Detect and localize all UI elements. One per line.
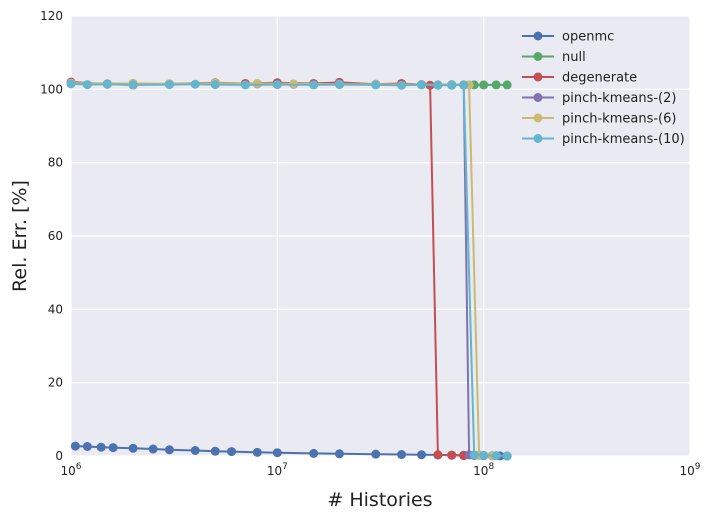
data-point	[397, 80, 407, 90]
x-tick-label: 106	[60, 462, 81, 478]
y-tick-label: 80	[48, 156, 63, 170]
data-point	[190, 446, 200, 455]
data-point	[417, 450, 427, 460]
data-point	[227, 447, 237, 457]
data-point	[334, 80, 344, 90]
y-tick-label: 60	[48, 229, 63, 243]
data-point	[148, 444, 158, 454]
series-5	[66, 79, 512, 461]
data-point	[371, 80, 381, 90]
legend-entry: pinch-kmeans-(10)	[522, 132, 685, 147]
legend-label: null	[562, 50, 586, 65]
data-point	[252, 447, 262, 457]
data-point	[447, 450, 457, 460]
data-point	[272, 80, 282, 90]
legend-swatch-marker	[533, 113, 543, 123]
data-point	[479, 450, 489, 460]
data-point	[371, 449, 381, 459]
legend: openmc null degenerate pinch-kmeans-(2) pinc…	[522, 30, 685, 147]
data-point	[66, 79, 76, 89]
series-layer	[66, 77, 512, 461]
legend-swatch-marker	[533, 134, 543, 143]
legend-entry: pinch-kmeans-(2)	[522, 91, 676, 106]
data-point	[164, 445, 174, 455]
data-point	[502, 451, 512, 461]
legend-label: pinch-kmeans-(2)	[562, 91, 676, 106]
data-point	[397, 450, 407, 460]
gridlines	[70, 15, 691, 457]
legend-swatch-marker	[533, 93, 543, 102]
data-point	[82, 441, 92, 451]
data-point	[102, 79, 112, 89]
x-axis-ticks: 106 107 108 109	[60, 462, 700, 478]
data-point	[164, 80, 174, 90]
data-point	[272, 448, 282, 458]
y-tick-label: 100	[40, 82, 63, 96]
data-point	[128, 80, 138, 90]
y-tick-label: 0	[55, 449, 63, 463]
data-point	[190, 79, 200, 89]
y-axis-ticks: 0 20 40 60 80 100 120	[40, 9, 63, 463]
data-point	[210, 446, 220, 456]
data-point	[417, 80, 427, 90]
x-tick-label: 108	[473, 462, 494, 478]
data-point	[502, 80, 512, 90]
data-point	[433, 450, 443, 460]
data-point	[491, 80, 501, 90]
data-point	[210, 80, 220, 90]
legend-entry: null	[522, 50, 586, 65]
legend-label: openmc	[562, 30, 614, 45]
legend-swatch-marker	[533, 52, 543, 61]
y-tick-label: 40	[48, 302, 63, 316]
legend-entry: pinch-kmeans-(6)	[522, 112, 676, 127]
legend-label: degenerate	[562, 71, 637, 86]
legend-entry: openmc	[522, 30, 614, 45]
data-point	[128, 443, 138, 453]
legend-swatch-marker	[533, 31, 543, 41]
y-tick-label: 20	[48, 376, 63, 390]
x-tick-label: 107	[267, 462, 288, 478]
legend-swatch-marker	[533, 72, 543, 82]
data-point	[108, 443, 118, 453]
data-point	[309, 80, 319, 90]
data-point	[96, 442, 106, 452]
data-point	[447, 80, 457, 90]
data-point	[309, 448, 319, 458]
legend-label: pinch-kmeans-(10)	[562, 132, 685, 147]
data-point	[491, 451, 501, 461]
legend-label: pinch-kmeans-(6)	[562, 112, 676, 127]
data-point	[252, 78, 262, 88]
x-tick-label: 109	[679, 462, 700, 478]
data-point	[334, 449, 344, 459]
legend-entry: degenerate	[522, 71, 637, 86]
data-point	[240, 80, 250, 90]
data-point	[479, 80, 489, 90]
data-point	[433, 80, 443, 90]
data-point	[459, 80, 469, 90]
data-point	[70, 441, 80, 451]
data-point	[469, 450, 479, 460]
y-axis-label: Rel. Err. [%]	[9, 180, 31, 292]
y-tick-label: 120	[40, 9, 63, 23]
data-point	[82, 80, 92, 90]
x-axis-label: # Histories	[327, 489, 432, 511]
